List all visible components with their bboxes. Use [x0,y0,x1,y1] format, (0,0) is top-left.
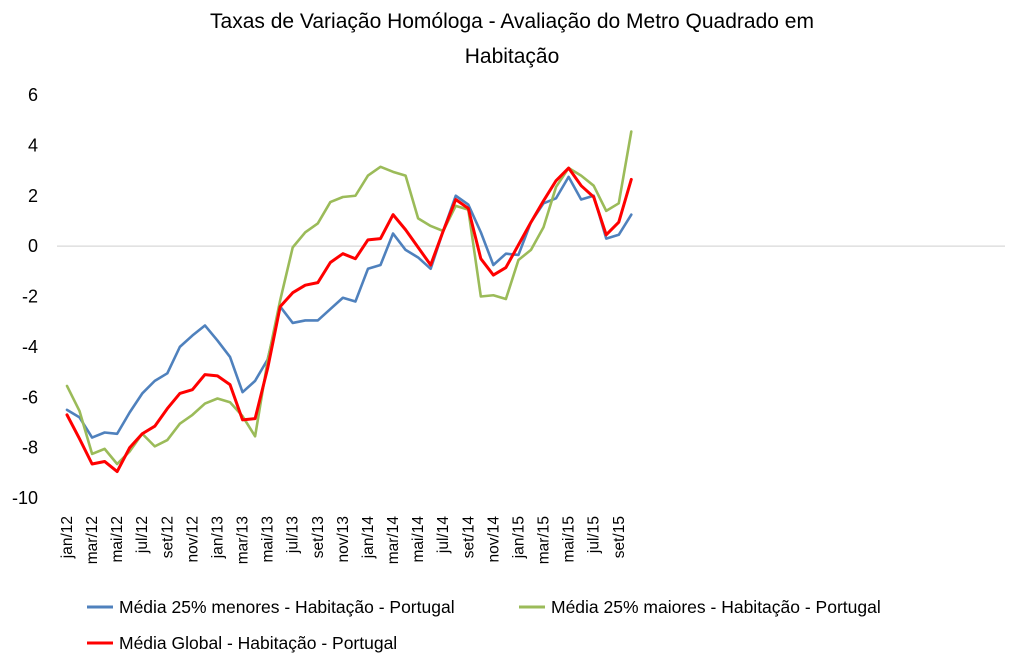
x-tick-label: jan/14 [360,516,377,560]
chart-title: Taxas de Variação Homóloga - Avaliação d… [210,10,814,68]
x-tick-label: mai/15 [561,516,578,563]
y-tick-label: 6 [28,85,38,105]
x-tick-label: jul/13 [285,516,302,554]
y-tick-label: 0 [28,236,38,256]
x-tick-label: mar/13 [235,516,252,564]
series-line-2 [65,130,633,466]
x-axis: jan/12 mar/12 mai/12 jul/12 set/12 nov/12 jan/… [59,516,628,565]
x-tick-label: jul/14 [435,516,452,554]
x-tick-label: jan/12 [59,516,76,559]
y-axis: 6 4 2 0 -2 -4 -6 -8 -10 [12,85,38,508]
x-tick-label: set/14 [460,516,477,559]
chart-title-line-1: Taxas de Variação Homóloga - Avaliação d… [210,10,814,33]
legend-label-3: Média Global - Habitação - Portugal [119,633,397,653]
x-tick-label: nov/13 [335,516,352,563]
y-tick-label: 2 [28,186,38,206]
x-tick-label: jan/13 [209,516,226,559]
x-tick-label: mai/13 [260,516,277,563]
x-tick-label: mar/15 [536,516,553,564]
x-tick-label: set/15 [611,516,628,558]
y-tick-label: -2 [22,287,38,307]
x-tick-label: mai/12 [109,516,126,563]
y-tick-label: -8 [22,438,38,458]
x-tick-label: nov/12 [184,516,201,563]
x-tick-label: set/13 [310,516,327,558]
legend-label-2: Média 25% maiores - Habitação - Portugal [551,597,881,617]
y-tick-label: 4 [28,135,38,155]
y-tick-label: -10 [12,488,38,508]
x-tick-label: jan/15 [510,516,527,559]
x-tick-label: jul/12 [134,516,151,554]
legend: Média 25% menores - Habitação - Portugal… [87,597,881,653]
y-tick-label: -6 [22,387,38,407]
x-tick-label: mar/14 [385,516,402,565]
x-tick-label: mai/14 [410,516,427,563]
x-tick-label: nov/14 [485,516,502,563]
series-lines [65,130,633,474]
legend-label-1: Média 25% menores - Habitação - Portugal [119,597,455,617]
series-line-3 [65,166,633,474]
x-tick-label: set/12 [159,516,176,558]
x-tick-label: jul/15 [586,516,603,554]
x-tick-label: mar/12 [84,516,101,564]
chart-title-line-2: Habitação [465,45,560,68]
y-tick-label: -4 [22,337,38,357]
